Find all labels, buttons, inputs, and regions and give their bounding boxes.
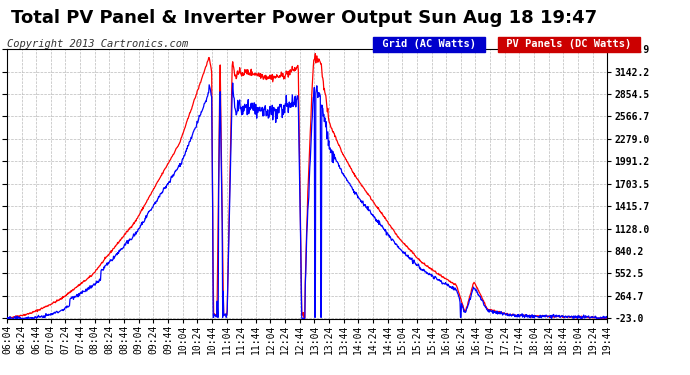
Text: Total PV Panel & Inverter Power Output Sun Aug 18 19:47: Total PV Panel & Inverter Power Output S… — [10, 9, 597, 27]
Text: PV Panels (DC Watts): PV Panels (DC Watts) — [500, 39, 638, 50]
Text: Copyright 2013 Cartronics.com: Copyright 2013 Cartronics.com — [7, 39, 188, 50]
Text: Grid (AC Watts): Grid (AC Watts) — [376, 39, 482, 50]
